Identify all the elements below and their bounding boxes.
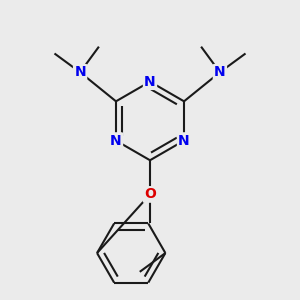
Text: N: N [144, 75, 156, 89]
Text: N: N [110, 134, 122, 148]
Text: O: O [144, 188, 156, 201]
Text: N: N [74, 65, 86, 79]
Text: N: N [214, 65, 226, 79]
Text: N: N [178, 134, 190, 148]
